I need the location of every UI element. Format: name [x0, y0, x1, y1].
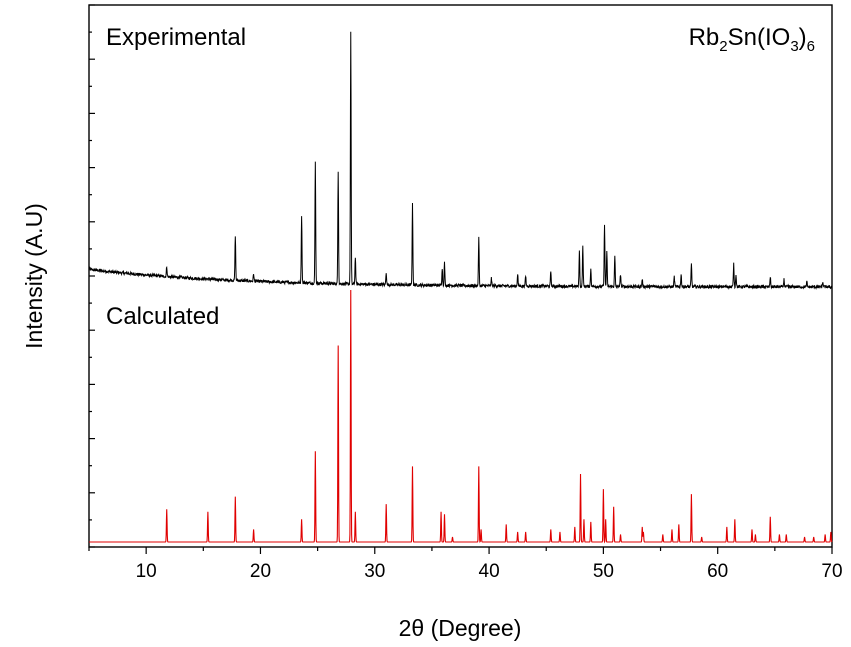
experimental-pattern-line	[88, 31, 833, 290]
x-axis-title: 2θ (Degree)	[399, 615, 522, 641]
x-tick-label: 60	[707, 561, 728, 582]
x-tick-label: 50	[593, 561, 614, 582]
x-tick-label: 30	[364, 561, 385, 582]
compound-label: Rb2Sn(IO3)6	[689, 24, 815, 55]
x-tick-label: 20	[250, 561, 271, 582]
x-tick-label: 40	[479, 561, 500, 582]
x-tick-labels: 10 20 30 40 50 60 70	[136, 561, 843, 582]
calculated-label: Calculated	[106, 303, 219, 330]
calculated-pattern-line	[89, 289, 833, 544]
experimental-label: Experimental	[106, 24, 246, 51]
plot-frame	[88, 4, 833, 548]
y-axis-title: Intensity (A.U)	[21, 203, 47, 349]
x-tick-label: 10	[136, 561, 157, 582]
axis-ticks	[88, 4, 833, 554]
x-tick-label: 70	[821, 561, 842, 582]
